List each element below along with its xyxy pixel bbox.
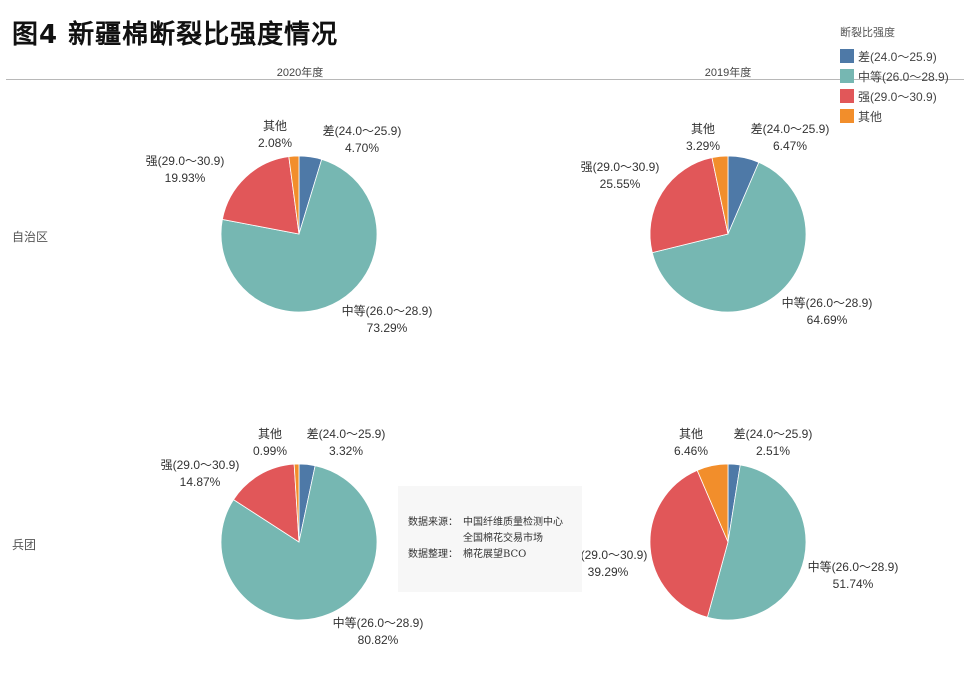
compiler-key: 数据整理：: [408, 549, 458, 560]
slice-label: 差(24.0～25.9): [323, 124, 402, 138]
slice-label: 中等(26.0～28.9): [333, 615, 424, 630]
pie-slice[interactable]: [651, 161, 807, 313]
legend: 断裂比强度 差(24.0～25.9) 中等(26.0～28.9) 强(29.0～…: [840, 24, 949, 126]
legend-swatch: [840, 109, 854, 123]
column-header-2020: 2020年度: [276, 67, 324, 79]
legend-label: 其他: [858, 109, 883, 124]
slice-value-label: 51.74%: [833, 577, 874, 591]
slice-label: 强(29.0～30.9): [146, 154, 225, 168]
legend-item-other[interactable]: 其他: [840, 106, 949, 126]
slice-label: 其他: [679, 427, 703, 441]
slice-value-label: 39.29%: [588, 565, 629, 579]
slice-label: 强(29.0～30.9): [569, 548, 648, 562]
slice-label: 强(29.0～30.9): [581, 160, 660, 174]
slice-label: 差(24.0～25.9): [734, 427, 813, 441]
header-divider: [6, 79, 964, 80]
slice-value-label: 64.69%: [807, 313, 848, 327]
column-header-2019: 2019年度: [704, 67, 752, 79]
slice-label: 强(29.0～30.9): [161, 458, 240, 472]
legend-item-medium[interactable]: 中等(26.0～28.9): [840, 66, 949, 86]
compiler-value: 棉花展望BCO: [463, 549, 527, 560]
slice-value-label: 6.47%: [773, 139, 807, 153]
slice-value-label: 0.99%: [253, 444, 287, 458]
slice-value-label: 4.70%: [345, 141, 379, 155]
pie-slice[interactable]: [649, 469, 729, 618]
data-source-key: 数据来源：: [408, 517, 458, 528]
legend-swatch: [840, 49, 854, 63]
pie-slice[interactable]: [221, 156, 300, 235]
legend-swatch: [840, 89, 854, 103]
slice-value-label: 2.51%: [756, 444, 790, 458]
pie-slice[interactable]: [696, 463, 729, 543]
slice-label: 中等(26.0～28.9): [342, 303, 433, 318]
pie-slice[interactable]: [288, 155, 300, 235]
slice-value-label: 3.29%: [686, 139, 720, 153]
legend-swatch: [840, 69, 854, 83]
slice-label: 其他: [691, 122, 715, 136]
pie-slice[interactable]: [711, 155, 729, 235]
legend-label: 差(24.0～25.9): [858, 49, 937, 64]
slice-value-label: 80.82%: [358, 633, 399, 647]
legend-title: 断裂比强度: [840, 26, 895, 39]
data-source-value: 全国棉花交易市场: [463, 533, 543, 544]
slice-value-label: 25.55%: [600, 177, 641, 191]
legend-label: 中等(26.0～28.9): [858, 69, 949, 84]
slice-label: 差(24.0～25.9): [307, 427, 386, 441]
pie-slice[interactable]: [220, 465, 378, 621]
chart-title: 图4 新疆棉断裂比强度情况: [12, 20, 339, 50]
slice-label: 中等(26.0～28.9): [808, 559, 899, 574]
slice-label: 差(24.0～25.9): [751, 122, 830, 136]
slice-value-label: 3.32%: [329, 444, 363, 458]
pie-slice[interactable]: [232, 463, 300, 543]
slice-label: 其他: [258, 427, 282, 441]
slice-value-label: 19.93%: [165, 171, 206, 185]
data-source-note: 数据来源： 中国纤维质量检测中心 全国棉花交易市场 数据整理： 棉花展望BCO: [398, 486, 582, 592]
slice-value-label: 73.29%: [367, 321, 408, 335]
legend-item-poor[interactable]: 差(24.0～25.9): [840, 46, 949, 66]
pie-slice[interactable]: [649, 157, 729, 254]
slice-label: 中等(26.0～28.9): [782, 295, 873, 310]
legend-item-strong[interactable]: 强(29.0～30.9): [840, 86, 949, 106]
data-source-value: 中国纤维质量检测中心: [463, 517, 563, 528]
pie-slice[interactable]: [706, 464, 807, 621]
slice-label: 其他: [263, 119, 287, 133]
slice-value-label: 2.08%: [258, 136, 292, 150]
pie-slice[interactable]: [220, 158, 378, 313]
slice-value-label: 14.87%: [180, 475, 221, 489]
row-header-bingtuan: 兵团: [12, 538, 37, 552]
row-header-xinjiang: 自治区: [12, 230, 49, 244]
legend-label: 强(29.0～30.9): [858, 89, 937, 104]
slice-value-label: 6.46%: [674, 444, 708, 458]
pie-slice[interactable]: [293, 463, 300, 543]
